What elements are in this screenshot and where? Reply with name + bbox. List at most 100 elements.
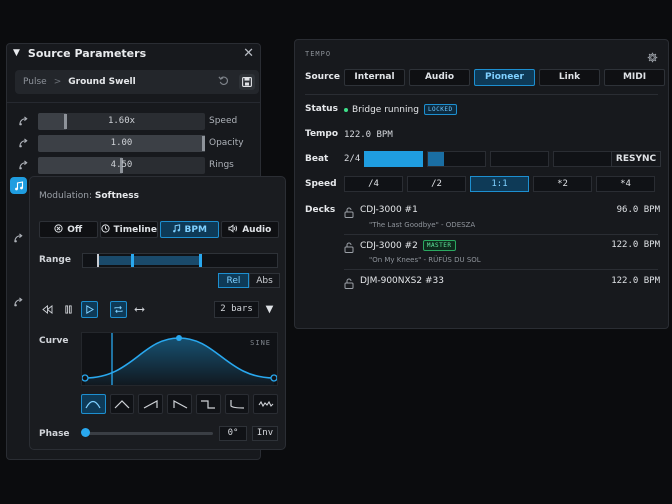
music-note-icon[interactable] <box>10 177 27 194</box>
tempo-panel: TEMPO Source Internal Audio Pioneer Link… <box>294 39 669 329</box>
phase-slider[interactable] <box>86 432 213 435</box>
ramp-up-shape-icon[interactable] <box>138 394 164 414</box>
gear-icon[interactable] <box>647 48 658 67</box>
lock-icon[interactable] <box>344 238 354 257</box>
source-pioneer-button[interactable]: Pioneer <box>474 69 535 86</box>
speed-slider[interactable]: 1.60x <box>38 112 205 130</box>
speed-quarter-button[interactable]: /4 <box>344 176 403 192</box>
tempo-header: TEMPO <box>305 50 332 58</box>
mode-audio-label: Audio <box>242 224 272 235</box>
rings-value: 4.50 <box>110 159 133 170</box>
dropdown-arrow-icon[interactable]: ▼ <box>265 304 274 315</box>
opacity-label: Opacity <box>209 138 244 148</box>
deck-name: DJM-900NXS2 #33 <box>360 276 444 286</box>
speed-double-button[interactable]: *2 <box>533 176 592 192</box>
resync-button[interactable]: RESYNC <box>611 151 661 167</box>
mode-timeline-button[interactable]: Timeline <box>99 221 158 238</box>
source-internal-button[interactable]: Internal <box>344 69 405 86</box>
pause-icon[interactable] <box>60 301 77 318</box>
range-mode-toggle: Rel Abs <box>218 273 280 288</box>
breadcrumb-root[interactable]: Pulse <box>23 77 47 87</box>
phase-value[interactable]: 0° <box>219 426 247 441</box>
divider <box>344 234 658 235</box>
param-row-opacity: 1.00 Opacity <box>15 134 259 152</box>
transport-controls <box>39 301 148 318</box>
bars-select[interactable]: 2 bars <box>214 301 259 318</box>
status-label: Status <box>305 104 338 114</box>
curve-shape-selector <box>81 394 279 414</box>
modulate-icon[interactable] <box>10 230 27 247</box>
range-mode-rel[interactable]: Rel <box>218 273 249 288</box>
divider <box>344 269 658 270</box>
modulation-prefix: Modulation: <box>39 191 92 201</box>
curve-editor[interactable]: SINE <box>81 332 278 386</box>
beat-label: Beat <box>305 154 329 164</box>
modulate-icon[interactable] <box>15 157 32 174</box>
mode-off-button[interactable]: Off <box>39 221 98 238</box>
speed-half-button[interactable]: /2 <box>407 176 466 192</box>
modulate-icon[interactable] <box>15 135 32 152</box>
collapse-triangle-icon[interactable]: ▼ <box>13 48 20 58</box>
curve-label: Curve <box>39 336 69 346</box>
tempo-bpm-value: 122.0 BPM <box>344 130 393 140</box>
modulate-icon[interactable] <box>10 294 27 311</box>
square-shape-icon[interactable] <box>195 394 221 414</box>
panel-title: Source Parameters <box>27 46 147 60</box>
modulation-target: Softness <box>94 191 139 201</box>
range-min-handle[interactable] <box>97 254 99 267</box>
opacity-slider[interactable]: 1.00 <box>38 134 205 152</box>
range-max-handle[interactable] <box>199 254 202 267</box>
tempo-label: Tempo <box>305 129 339 139</box>
beat-cell <box>490 151 549 167</box>
source-link-button[interactable]: Link <box>539 69 600 86</box>
divider <box>305 94 658 95</box>
phase-label: Phase <box>39 429 70 439</box>
param-row-rings: 4.50 Rings <box>15 156 259 174</box>
invert-button[interactable]: Inv <box>252 426 278 441</box>
rings-slider[interactable]: 4.50 <box>38 156 205 174</box>
rings-label: Rings <box>209 160 234 170</box>
range-slider[interactable] <box>82 253 278 268</box>
status-text: Bridge running <box>352 104 419 115</box>
range-label: Range <box>39 255 71 265</box>
range-mode-abs[interactable]: Abs <box>249 273 280 288</box>
loop-icon[interactable] <box>110 301 127 318</box>
speed-label: Speed <box>209 116 238 126</box>
ramp-down-shape-icon[interactable] <box>167 394 192 414</box>
curve-type-tag: SINE <box>250 339 271 347</box>
save-icon[interactable] <box>239 74 255 90</box>
noise-shape-icon[interactable] <box>253 394 279 414</box>
status-badge: LOCKED <box>423 104 457 115</box>
source-audio-button[interactable]: Audio <box>409 69 470 86</box>
speaker-icon <box>228 223 238 236</box>
panel-header[interactable]: ▼ Source Parameters ✕ <box>7 44 260 62</box>
mode-off-label: Off <box>67 224 83 235</box>
speed-normal-button[interactable]: 1:1 <box>470 176 529 192</box>
speed-selector: /4 /2 1:1 *2 *4 <box>344 176 655 192</box>
source-midi-button[interactable]: MIDI <box>604 69 665 86</box>
deck-bpm: 122.0 BPM <box>611 276 660 286</box>
modulation-title: Modulation: Softness <box>39 191 139 201</box>
lock-icon[interactable] <box>344 203 354 222</box>
close-icon[interactable]: ✕ <box>243 45 254 61</box>
triangle-shape-icon[interactable] <box>109 394 135 414</box>
play-icon[interactable] <box>81 301 98 318</box>
modulate-icon[interactable] <box>15 113 32 130</box>
ping-pong-icon[interactable] <box>131 301 148 318</box>
deck-bpm: 122.0 BPM <box>611 240 660 250</box>
speed-quadruple-button[interactable]: *4 <box>596 176 655 192</box>
decay-shape-icon[interactable] <box>224 394 250 414</box>
source-label: Source <box>305 72 340 82</box>
mode-timeline-label: Timeline <box>113 224 157 235</box>
param-row-speed: 1.60x Speed <box>15 112 259 130</box>
revert-icon[interactable] <box>213 75 233 89</box>
range-value-handle[interactable] <box>131 254 134 267</box>
phase-slider-thumb[interactable] <box>81 428 90 437</box>
mode-audio-button[interactable]: Audio <box>220 221 279 238</box>
rewind-icon[interactable] <box>39 301 56 318</box>
sine-shape-icon[interactable] <box>81 394 106 414</box>
mode-bpm-button[interactable]: BPM <box>160 221 219 238</box>
mode-bpm-label: BPM <box>184 224 207 235</box>
lock-icon[interactable] <box>344 274 354 293</box>
beat-cell <box>427 151 486 167</box>
